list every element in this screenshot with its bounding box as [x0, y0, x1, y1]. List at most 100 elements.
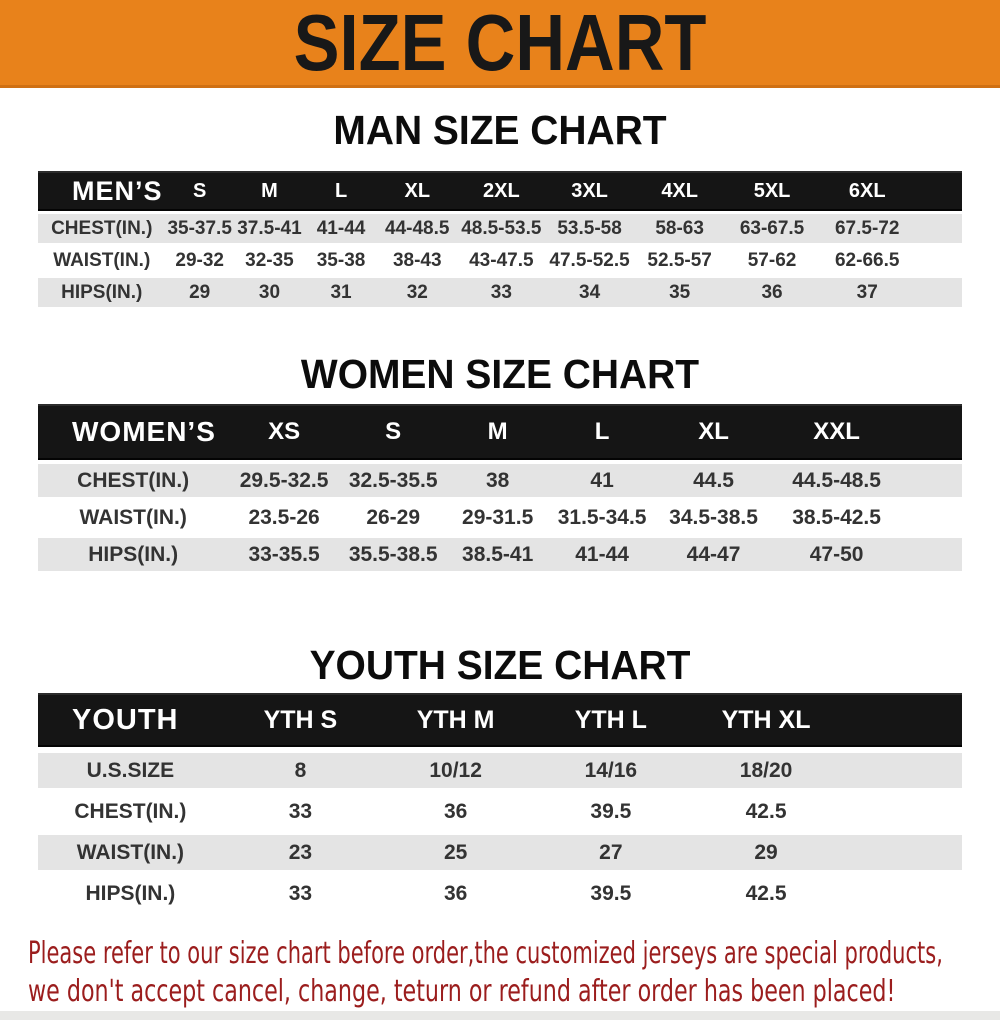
column-header: M: [446, 404, 549, 460]
youth-table-label: YOUTH: [38, 693, 223, 747]
banner-title: SIZE CHART: [293, 0, 707, 87]
cell: 29-31.5: [446, 501, 549, 534]
footer-note: Please refer to our size chart before or…: [0, 935, 1000, 1011]
table-row: WAIST(IN.) 23.5-26 26-29 29-31.5 31.5-34.5 34…: [38, 501, 962, 534]
header-spacer-cell: [915, 171, 962, 211]
table-row: HIPS(IN.) 33-35.5 35.5-38.5 38.5-41 41-44 44-…: [38, 538, 962, 571]
table-row: WAIST(IN.) 23 25 27 29: [38, 835, 962, 870]
spacer-cell: [915, 246, 962, 275]
spacer-cell: [843, 794, 962, 829]
column-header: XL: [655, 404, 772, 460]
cell: 67.5-72: [818, 214, 916, 243]
cell: 57-62: [725, 246, 819, 275]
cell: 53.5-58: [545, 214, 634, 243]
cell: 33: [222, 794, 379, 829]
cell: 26-29: [339, 501, 447, 534]
table-row: CHEST(IN.) 33 36 39.5 42.5: [38, 794, 962, 829]
cell: 44.5: [655, 464, 772, 497]
spacer-cell: [915, 278, 962, 307]
spacer-cell: [901, 464, 962, 497]
row-label: CHEST(IN.): [38, 794, 223, 829]
cell: 38-43: [377, 246, 458, 275]
column-header: 3XL: [545, 171, 634, 211]
cell: 41-44: [305, 214, 378, 243]
section-womens: WOMEN SIZE CHART WOMEN’S XS S M L XL XXL CHEST(I…: [0, 352, 1000, 575]
youth-table: YOUTH YTH S YTH M YTH L YTH XL U.S.SIZE 8 10/12…: [38, 687, 962, 917]
cell: 18/20: [688, 753, 844, 788]
header-spacer-cell: [843, 693, 962, 747]
column-header: XL: [377, 171, 458, 211]
cell: 14/16: [533, 753, 689, 788]
cell: 36: [378, 876, 534, 911]
table-row: HIPS(IN.) 29 30 31 32 33 34 35 36 37: [38, 278, 962, 307]
mens-table: MEN’S S M L XL 2XL 3XL 4XL 5XL 6XL CHEST(IN.) 35-37…: [38, 168, 962, 310]
row-label: CHEST(IN.): [38, 214, 166, 243]
column-header: XXL: [771, 404, 902, 460]
spacer-cell: [901, 501, 962, 534]
cell: 25: [378, 835, 534, 870]
column-header: YTH M: [378, 693, 534, 747]
column-header: 2XL: [457, 171, 546, 211]
spacer-cell: [843, 835, 962, 870]
spacer-cell: [915, 214, 962, 243]
table-row: U.S.SIZE 8 10/12 14/16 18/20: [38, 753, 962, 788]
cell: 41-44: [548, 538, 656, 571]
cell: 35-37.5: [165, 214, 234, 243]
cell: 35: [633, 278, 726, 307]
spacer-cell: [843, 876, 962, 911]
column-header: L: [548, 404, 656, 460]
cell: 32: [377, 278, 458, 307]
mens-table-label: MEN’S: [38, 171, 166, 211]
youth-heading: YOUTH SIZE CHART: [309, 642, 691, 688]
cell: 35.5-38.5: [339, 538, 447, 571]
cell: 38.5-42.5: [771, 501, 902, 534]
size-chart-banner: SIZE CHART: [0, 0, 1000, 88]
table-row: WAIST(IN.) 29-32 32-35 35-38 38-43 43-47.5 47.…: [38, 246, 962, 275]
column-header: S: [165, 171, 234, 211]
cell: 47.5-52.5: [545, 246, 634, 275]
cell: 38: [446, 464, 549, 497]
spacer-cell: [843, 753, 962, 788]
section-mens: MAN SIZE CHART MEN’S S M L XL 2XL 3XL 4XL 5XL 6XL C…: [0, 108, 1000, 310]
row-label: WAIST(IN.): [38, 246, 166, 275]
womens-header-row: WOMEN’S XS S M L XL XXL: [38, 404, 962, 460]
section-youth: YOUTH SIZE CHART YOUTH YTH S YTH M YTH L YTH …: [0, 643, 1000, 917]
table-row: HIPS(IN.) 33 36 39.5 42.5: [38, 876, 962, 911]
row-label: HIPS(IN.): [38, 538, 229, 571]
cell: 23.5-26: [228, 501, 340, 534]
cell: 29-32: [165, 246, 234, 275]
column-header: XS: [228, 404, 340, 460]
cell: 44-47: [655, 538, 772, 571]
cell: 29.5-32.5: [228, 464, 340, 497]
cell: 30: [233, 278, 306, 307]
cell: 36: [725, 278, 819, 307]
cell: 37.5-41: [233, 214, 306, 243]
cell: 33-35.5: [228, 538, 340, 571]
column-header: 6XL: [818, 171, 916, 211]
mens-header-row: MEN’S S M L XL 2XL 3XL 4XL 5XL 6XL: [38, 171, 962, 211]
row-label: HIPS(IN.): [38, 278, 166, 307]
cell: 39.5: [533, 876, 689, 911]
footer-line-2: we don't accept cancel, change, teturn o…: [28, 974, 896, 1009]
cell: 44.5-48.5: [771, 464, 902, 497]
cell: 8: [222, 753, 379, 788]
column-header: L: [305, 171, 378, 211]
cell: 37: [818, 278, 916, 307]
cell: 35-38: [305, 246, 378, 275]
cell: 33: [222, 876, 379, 911]
mens-heading: MAN SIZE CHART: [333, 107, 667, 153]
cell: 23: [222, 835, 379, 870]
womens-table-label: WOMEN’S: [38, 404, 229, 460]
cell: 38.5-41: [446, 538, 549, 571]
cell: 10/12: [378, 753, 534, 788]
cell: 34.5-38.5: [655, 501, 772, 534]
cell: 62-66.5: [818, 246, 916, 275]
cell: 31: [305, 278, 378, 307]
column-header: YTH S: [222, 693, 379, 747]
cell: 36: [378, 794, 534, 829]
row-label: U.S.SIZE: [38, 753, 223, 788]
column-header: YTH XL: [688, 693, 844, 747]
womens-table: WOMEN’S XS S M L XL XXL CHEST(IN.) 29.5-32.5 32.5…: [38, 400, 962, 575]
cell: 31.5-34.5: [548, 501, 656, 534]
column-header: 4XL: [633, 171, 726, 211]
